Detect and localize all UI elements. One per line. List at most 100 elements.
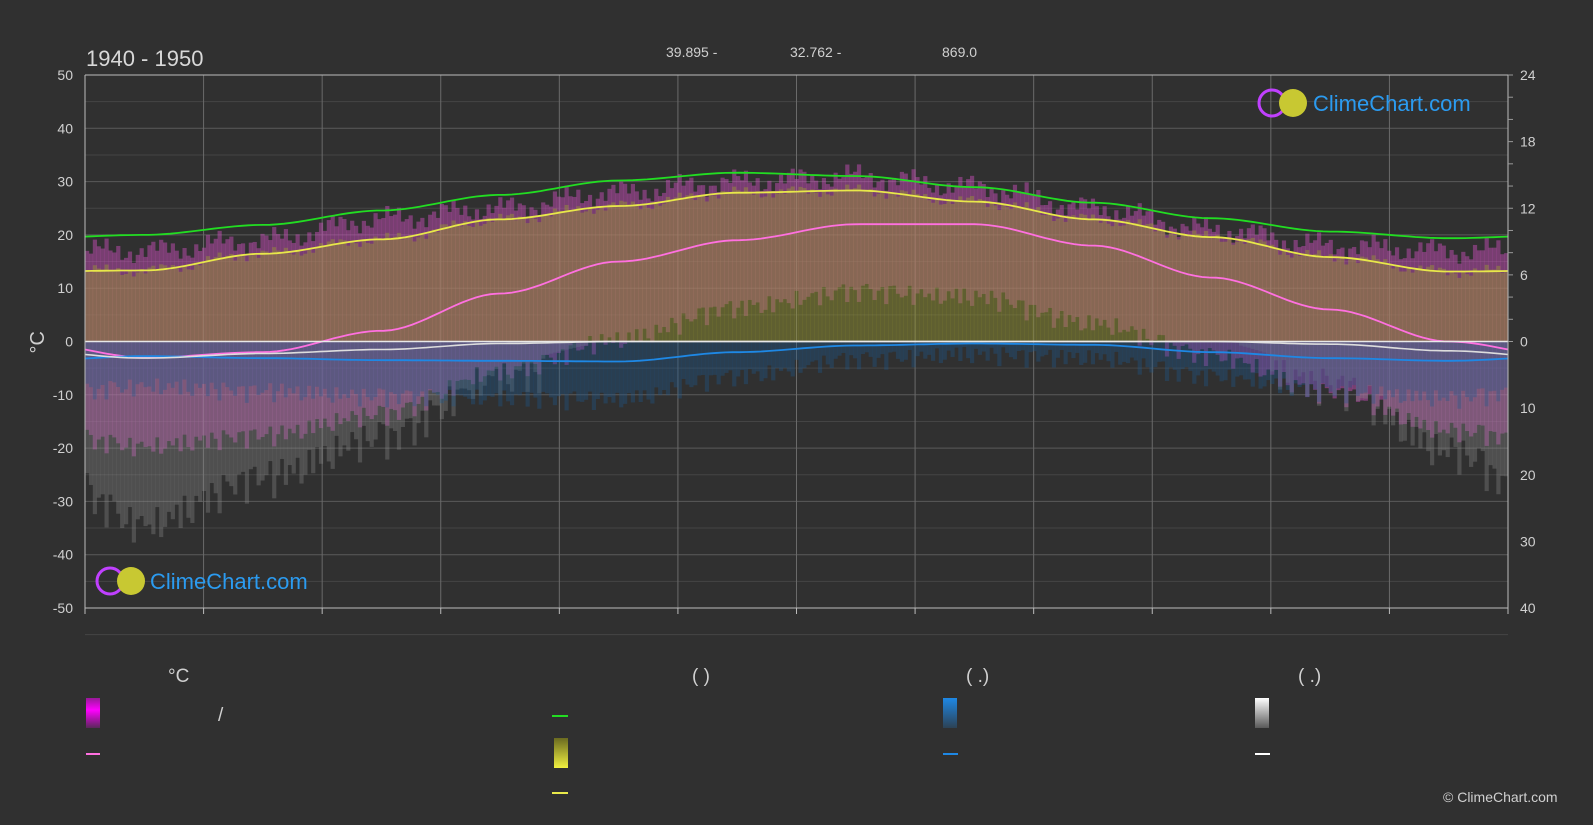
legend-snow-header: ( .) xyxy=(1298,666,1321,687)
temp-range-bar xyxy=(1359,240,1365,401)
temp-range-bar xyxy=(661,192,667,327)
sunshine-bar xyxy=(1145,224,1150,342)
temp-range-bar xyxy=(431,211,437,393)
temp-range-bar xyxy=(1500,254,1505,434)
rain-bar xyxy=(1153,341,1158,368)
rain-bar xyxy=(1496,341,1501,402)
logo-bottom[interactable]: ClimeChart.com xyxy=(95,566,308,596)
rain-bar xyxy=(1437,341,1443,401)
rain-bar xyxy=(743,341,749,385)
temp-range-bar xyxy=(1336,249,1341,391)
snow-bar xyxy=(1309,341,1314,372)
sunshine-bar xyxy=(104,264,109,342)
rain-bar xyxy=(326,341,331,398)
rain-bar xyxy=(1125,341,1131,364)
sunshine-bar xyxy=(1184,234,1189,342)
snow-bar xyxy=(170,341,175,520)
temp-range-bar xyxy=(989,188,994,291)
rain-bar xyxy=(1172,341,1177,370)
sunshine-bar xyxy=(303,253,308,342)
sunshine-bar xyxy=(1250,237,1255,342)
rain-bar xyxy=(541,341,546,392)
rain-bar xyxy=(552,341,558,406)
snow-bar xyxy=(291,341,296,474)
sunshine-bar xyxy=(1445,275,1450,342)
rain-bar xyxy=(1293,341,1298,384)
sunshine-bar xyxy=(1094,218,1099,342)
sunshine-bar xyxy=(626,206,632,342)
temp-range-bar xyxy=(1067,204,1072,315)
temp-range-bar xyxy=(1324,242,1329,389)
snow-bar xyxy=(1457,341,1462,475)
temp-range-bar xyxy=(942,193,947,301)
snow-bar xyxy=(1476,341,1482,449)
temp-range-bar xyxy=(396,207,402,420)
temp-range-bar xyxy=(853,171,858,291)
sunshine-bar xyxy=(630,201,636,342)
temp-range-bar xyxy=(365,225,370,416)
temp-range-bar xyxy=(1164,235,1170,357)
sunshine-bar xyxy=(447,226,452,342)
sunshine-bar xyxy=(872,196,877,342)
rain-bar xyxy=(509,341,515,406)
rain-bar xyxy=(431,341,437,394)
sunshine-bar xyxy=(1500,272,1505,342)
snow-bar xyxy=(248,341,253,470)
temp-range-bar xyxy=(1137,203,1142,346)
snow-bar xyxy=(400,341,405,427)
rain-bar xyxy=(1422,341,1427,392)
rain-bar xyxy=(810,341,815,362)
sunshine-bar xyxy=(1289,257,1294,342)
copyright[interactable]: © ClimeChart.com xyxy=(1443,789,1558,805)
rain-bar xyxy=(525,341,530,407)
temp-range-bar xyxy=(732,169,737,319)
y-tick-right-lower: 30 xyxy=(1520,533,1536,549)
logo-top[interactable]: ClimeChart.com xyxy=(1257,88,1471,118)
rain-bar xyxy=(1086,341,1092,351)
snow-bar xyxy=(221,341,226,475)
sunshine-bar xyxy=(381,238,386,342)
rain-bar xyxy=(993,341,998,354)
sunshine-bar xyxy=(311,252,316,342)
rain-bar xyxy=(603,341,608,404)
temp-range-bar xyxy=(1211,231,1216,351)
temp-range-bar xyxy=(279,238,285,426)
sunshine-bar xyxy=(1457,277,1462,342)
snow-bar xyxy=(451,341,456,417)
sunshine-bar xyxy=(619,200,624,342)
snow-bar xyxy=(365,341,370,442)
temp-range-bar xyxy=(548,206,554,358)
sunshine-bar xyxy=(135,272,140,342)
temp-range-bar xyxy=(938,195,943,304)
rain-bar xyxy=(560,341,565,395)
rain-bar xyxy=(704,341,710,392)
y-tick-left: -10 xyxy=(53,387,73,403)
sunshine-bar xyxy=(927,200,932,342)
rain-bar xyxy=(595,341,600,400)
sunshine-bar xyxy=(767,192,772,342)
snow-bar xyxy=(1367,341,1372,387)
temp-range-bar xyxy=(435,217,441,393)
y-tick-right-upper: 0 xyxy=(1520,334,1528,350)
sunshine-bar xyxy=(361,240,367,342)
sunshine-bar xyxy=(1480,271,1485,342)
rain-bar xyxy=(182,341,187,380)
rain-bar xyxy=(759,341,764,382)
snow-bar xyxy=(533,341,538,373)
sunshine-bar xyxy=(724,191,729,342)
temp-range-bar xyxy=(244,254,250,449)
rain-bar xyxy=(1410,341,1415,402)
rain-bar xyxy=(1504,341,1509,388)
sunshine-bar xyxy=(404,237,409,342)
sunshine-bar xyxy=(127,270,133,342)
sunshine-bar xyxy=(790,186,795,342)
sunshine-bar xyxy=(564,204,569,342)
snow-bar xyxy=(1387,341,1392,409)
temp-range-bar xyxy=(357,233,363,428)
rain-bar xyxy=(778,341,784,371)
sunshine-bar xyxy=(139,269,144,342)
snow-bar xyxy=(162,341,168,527)
rain-bar xyxy=(673,341,678,388)
snow-bar xyxy=(545,341,550,355)
rain-bar xyxy=(1238,341,1244,376)
